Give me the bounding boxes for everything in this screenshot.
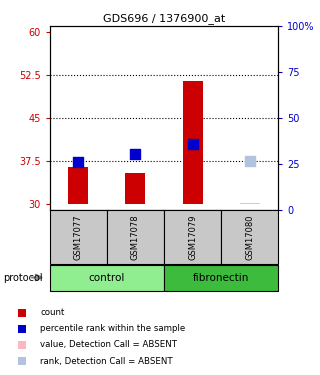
Point [19, 358, 24, 364]
Text: GSM17078: GSM17078 [131, 214, 140, 260]
Text: GSM17079: GSM17079 [188, 214, 197, 260]
Text: count: count [40, 308, 65, 317]
Bar [183, 81, 203, 204]
Text: GSM17080: GSM17080 [245, 214, 254, 260]
Bar [164, 210, 221, 264]
Bar [50, 210, 107, 264]
Text: value, Detection Call = ABSENT: value, Detection Call = ABSENT [40, 340, 177, 350]
Text: fibronectin: fibronectin [193, 273, 249, 283]
Point [190, 141, 195, 147]
Text: control: control [89, 273, 125, 283]
Title: GDS696 / 1376900_at: GDS696 / 1376900_at [103, 13, 225, 24]
Point [247, 158, 252, 164]
Point [19, 342, 24, 348]
Bar [125, 172, 145, 204]
Text: protocol: protocol [3, 273, 43, 283]
Bar [164, 265, 278, 291]
Point [133, 151, 138, 157]
Point [19, 310, 24, 316]
Text: GSM17077: GSM17077 [74, 214, 83, 260]
Bar [240, 202, 260, 204]
Bar [107, 210, 164, 264]
Text: rank, Detection Call = ABSENT: rank, Detection Call = ABSENT [40, 357, 173, 366]
Point [19, 326, 24, 332]
Bar [50, 265, 164, 291]
Bar [221, 210, 278, 264]
Point [76, 159, 81, 165]
Bar [68, 167, 88, 204]
Text: percentile rank within the sample: percentile rank within the sample [40, 324, 186, 333]
